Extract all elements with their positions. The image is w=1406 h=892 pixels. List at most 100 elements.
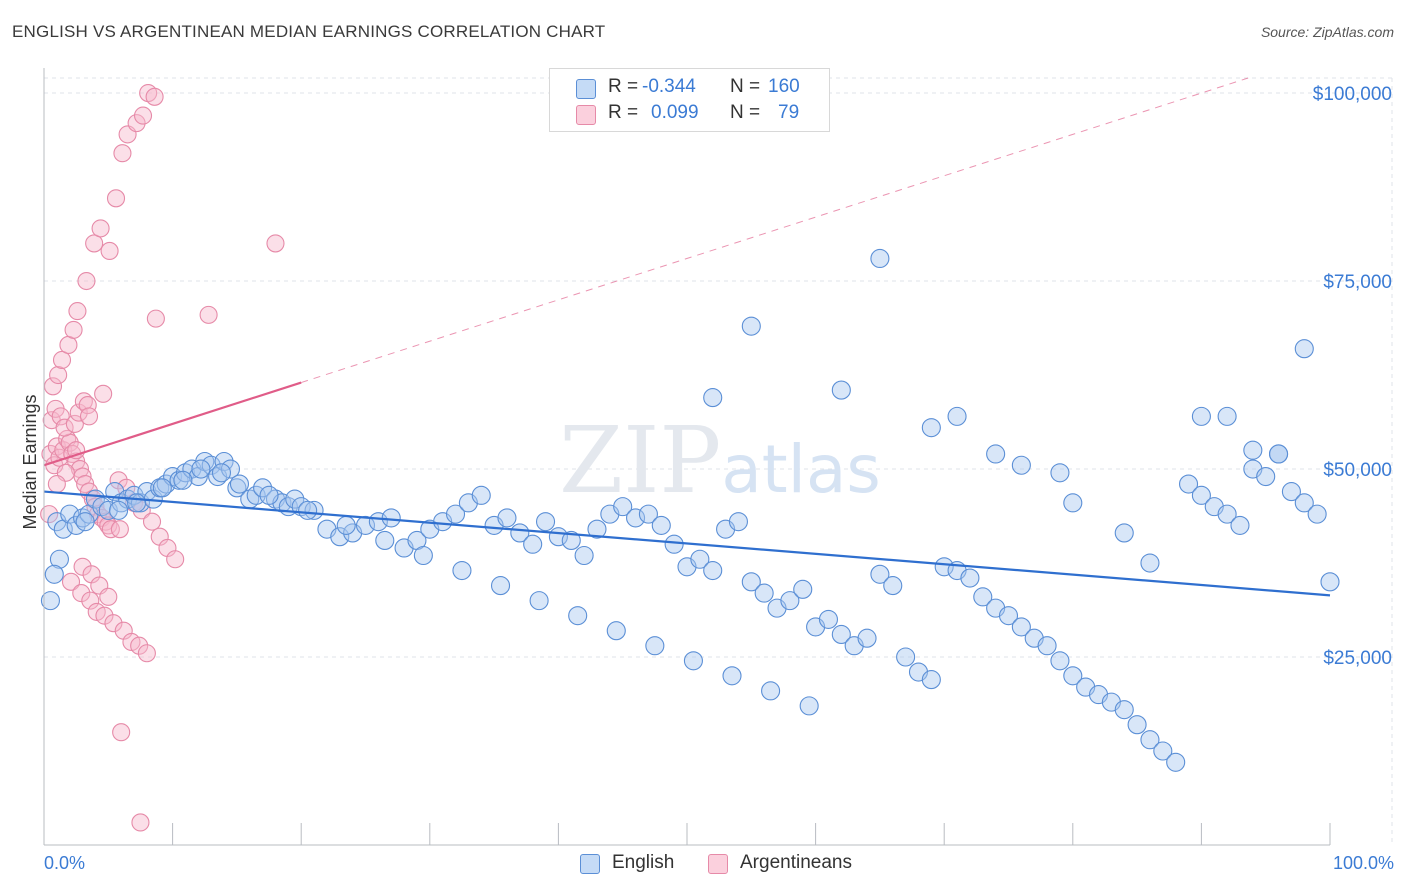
english-point xyxy=(413,545,433,566)
english-point xyxy=(452,560,472,581)
argentineans-point xyxy=(81,591,100,610)
english-point xyxy=(445,504,466,524)
argentineans-point xyxy=(85,234,104,253)
english-point xyxy=(173,470,193,490)
english-point xyxy=(490,576,511,596)
argentineans-point xyxy=(130,636,149,655)
english-point xyxy=(471,485,491,505)
english-point xyxy=(259,485,279,505)
argentineans-point xyxy=(145,87,164,106)
english-point xyxy=(1050,463,1070,483)
english-point xyxy=(1050,651,1070,671)
argentineans-point xyxy=(49,365,68,385)
english-point xyxy=(1307,504,1327,524)
english-point xyxy=(1166,752,1186,772)
english-point xyxy=(690,549,710,569)
english-point xyxy=(1114,700,1134,720)
english-point xyxy=(883,576,903,596)
y-tick-label: $50,000 xyxy=(1323,460,1392,481)
english-point xyxy=(381,508,401,528)
argentineans-point xyxy=(199,305,218,324)
english-point xyxy=(510,523,530,543)
argentineans-point xyxy=(104,614,123,633)
english-point xyxy=(523,534,543,554)
english-point xyxy=(870,564,890,584)
english-point xyxy=(214,451,234,472)
english-point xyxy=(1063,493,1083,513)
english-point xyxy=(127,493,147,513)
english-point xyxy=(1114,523,1134,543)
watermark: ZIPatlas xyxy=(559,407,881,514)
english-point xyxy=(1217,406,1237,426)
x-tick-label-min: 0.0% xyxy=(44,853,85,873)
english-point xyxy=(1178,474,1199,494)
english-point xyxy=(921,418,941,438)
english-point xyxy=(1127,715,1147,735)
argentineans-point xyxy=(131,813,150,832)
argentineans-trend-line xyxy=(43,381,302,467)
english-point xyxy=(703,560,723,581)
english-point xyxy=(253,478,273,498)
english-point xyxy=(1281,482,1301,502)
english-point xyxy=(986,444,1006,464)
english-point xyxy=(304,500,324,520)
legend-r-label: R = xyxy=(608,102,639,123)
english-swatch xyxy=(580,854,600,874)
english-point xyxy=(201,455,221,475)
legend-r-value: 0.099 xyxy=(651,102,699,123)
axes xyxy=(43,68,1331,846)
argentineans-point xyxy=(59,335,78,354)
argentineans-point xyxy=(146,309,165,328)
argentineans-points xyxy=(40,83,285,832)
english-point xyxy=(1294,339,1314,359)
argentineans-point xyxy=(100,241,119,261)
english-point xyxy=(44,564,64,584)
argentineans-point xyxy=(65,414,84,433)
argentineans-point xyxy=(77,271,96,291)
argentineans-point xyxy=(109,471,128,490)
argentineans-point xyxy=(91,219,110,238)
english-point xyxy=(1256,466,1276,487)
english-point xyxy=(818,609,839,629)
argentineans-point xyxy=(64,320,83,339)
argentineans-point xyxy=(110,520,129,539)
argentineans-trend-extension xyxy=(301,77,1249,384)
x-tick-label-max: 100.0% xyxy=(1333,853,1394,873)
english-point xyxy=(1140,553,1160,573)
argentineans-point xyxy=(73,557,92,576)
english-point xyxy=(921,670,941,690)
english-point xyxy=(1294,493,1314,513)
argentineans-point xyxy=(113,144,132,163)
english-point xyxy=(1191,485,1211,505)
english-point xyxy=(336,515,356,535)
english-point xyxy=(574,545,594,566)
english-point xyxy=(285,489,305,509)
argentineans-point xyxy=(127,114,146,133)
english-point xyxy=(561,530,581,551)
english-point xyxy=(229,474,250,494)
english-point xyxy=(330,527,350,547)
english-point xyxy=(535,512,556,532)
english-point xyxy=(109,500,129,520)
english-point xyxy=(152,478,172,498)
english-point xyxy=(934,557,954,577)
argentineans-point xyxy=(142,512,162,531)
correlation-legend: R = -0.344 N = 160 R = 0.099 N = 79 xyxy=(549,68,830,132)
argentineans-point xyxy=(68,302,87,321)
english-point xyxy=(896,647,916,667)
english-point xyxy=(60,504,80,524)
argentineans-point xyxy=(61,572,81,591)
english-point xyxy=(587,519,607,539)
english-point xyxy=(651,515,671,535)
english-point xyxy=(191,459,211,479)
english-point xyxy=(947,406,967,426)
source-label: Source: ZipAtlas.com xyxy=(1260,24,1394,40)
argentineans-point xyxy=(106,189,126,208)
english-point xyxy=(831,624,851,645)
english-point xyxy=(1230,515,1250,535)
argentineans-point xyxy=(266,234,285,253)
english-point xyxy=(645,636,665,656)
legend-n-label: N = xyxy=(730,76,761,97)
english-label: English xyxy=(612,852,675,873)
